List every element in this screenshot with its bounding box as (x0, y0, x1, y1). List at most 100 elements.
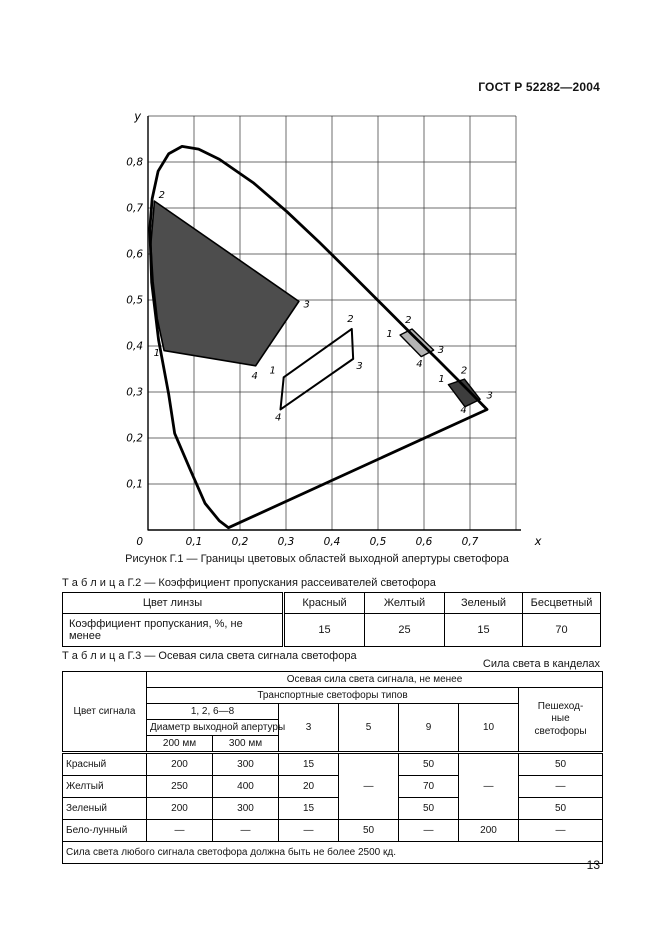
g3-row-yellow: Желтый 250 400 20 70 — (62, 775, 604, 798)
g3-row-white-lunar: Бело-лунный — — — 50 — 200 — (62, 819, 604, 842)
g3-row-red: Красный 200 300 15 — 50 — 50 (62, 751, 604, 820)
page-number: 13 (586, 858, 600, 872)
g3-header-signal-color: Цвет сигнала (62, 671, 147, 753)
g3-cell-label: Зеленый (62, 797, 147, 820)
x-tick-label: 0,2 (232, 536, 249, 548)
y-tick-label: 0,6 (126, 249, 143, 261)
green-signal-region-vertex-label: 3 (303, 299, 309, 310)
g3-cell-d200: 200 (146, 751, 213, 776)
red-signal-region-vertex-label: 3 (487, 390, 493, 401)
red-signal-region (447, 378, 481, 408)
g3-cell-t5: 50 (338, 819, 399, 842)
g3-cell-pedestrian: 50 (517, 751, 604, 776)
table-g3-title: Т а б л и ц а Г.3 — Осевая сила света си… (62, 650, 357, 662)
g2-header-yellow: Желтый (364, 592, 445, 614)
g3-header-types-1268: 1, 2, 6—8 (146, 703, 279, 720)
g3-cell-d300: 300 (212, 797, 279, 820)
yellow-signal-region-vertex-label: 3 (438, 345, 444, 356)
y-tick-label: 0,3 (126, 387, 143, 399)
x-tick-label: 0,4 (324, 536, 341, 548)
table-g3-unit-note: Сила света в канделах (482, 658, 600, 670)
g2-value-colorless: 70 (522, 613, 601, 647)
y-tick-label: 0,8 (126, 157, 143, 169)
g3-cell-t3: 15 (278, 751, 339, 776)
g3-cell-d300: 300 (212, 751, 279, 776)
g3-cell-t9: 50 (398, 751, 459, 776)
g3-cell-t9: 70 (398, 775, 459, 798)
g3-header-type-5: 5 (338, 703, 399, 753)
g3-cell-label: Красный (62, 751, 147, 776)
green-signal-region-vertex-label: 4 (252, 371, 258, 382)
g3-cell-pedestrian: — (517, 775, 604, 798)
white-lunar-signal-region-vertex-label: 4 (275, 413, 281, 424)
g3-cell-t3: 20 (278, 775, 339, 798)
x-tick-label: 0,6 (416, 536, 433, 548)
table-g2-data-row: Коэффициент пропускания, %, не менее 15 … (62, 613, 601, 647)
green-signal-region-vertex-label: 1 (154, 348, 160, 359)
g3-cell-t3: — (278, 819, 339, 842)
red-signal-region-vertex-label: 4 (460, 405, 466, 416)
table-g2-header-row: Цвет линзы Красный Желтый Зеленый Бесцве… (62, 592, 601, 614)
g3-cell-label: Желтый (62, 775, 147, 798)
g2-header-colorless: Бесцветный (522, 592, 601, 614)
g3-cell-t9: — (398, 819, 459, 842)
g3-header-row-2: Транспортные светофоры типов Пешеход- ны… (63, 687, 604, 753)
yellow-signal-region-vertex-label: 1 (386, 329, 392, 340)
origin-tick-label: 0 (136, 536, 143, 548)
y-axis-label: y (133, 109, 141, 123)
g3-cell-d200: — (146, 819, 213, 842)
x-axis-label: x (534, 534, 542, 548)
x-tick-label: 0,3 (278, 536, 295, 548)
g3-cell-t3: 15 (278, 797, 339, 820)
g3-cell-d300: 400 (212, 775, 279, 798)
white-lunar-signal-region-vertex-label: 2 (347, 314, 353, 325)
g3-header-type-3: 3 (278, 703, 339, 753)
g3-header-row-3: 1, 2, 6—8 3 5 9 10 (63, 703, 603, 753)
g3-header-type-10: 10 (458, 703, 519, 753)
g3-header-aperture: Диаметр выходной апертуры (146, 719, 285, 736)
g2-header-red: Красный (283, 592, 365, 614)
figure-g1: 1 2 3 4 1 2 3 4 1 2 3 4 1 2 3 4 0,1 0,2 0,3 0,4 0,5 0,6 0,7 0,1… (114, 104, 560, 563)
g3-cell-d200: 250 (146, 775, 213, 798)
g2-value-yellow: 25 (364, 613, 445, 647)
g3-header-d300: 300 мм (212, 735, 279, 753)
g3-row-green: Зеленый 200 300 15 50 50 (62, 797, 604, 820)
g3-cell-d200: 200 (146, 797, 213, 820)
document-code: ГОСТ Р 52282—2004 (478, 80, 600, 94)
g2-value-green: 15 (444, 613, 523, 647)
g3-cell-pedestrian: — (517, 819, 604, 842)
g3-header-row-1: Цвет сигнала Осевая сила света сигнала, … (62, 671, 604, 753)
g2-row-label: Коэффициент пропускания, %, не менее (62, 613, 285, 647)
g3-cell-d300: — (212, 819, 279, 842)
white-lunar-signal-region-vertex-label: 3 (356, 361, 362, 372)
g2-value-red: 15 (283, 613, 365, 647)
g3-cell-t10: 200 (458, 819, 519, 842)
white-lunar-signal-region (279, 327, 355, 411)
red-signal-region-vertex-label: 2 (461, 366, 467, 377)
y-tick-label: 0,1 (126, 479, 143, 491)
g2-header-lens-color: Цвет линзы (62, 592, 285, 614)
g3-header-pedestrian: Пешеход- ные светофоры (517, 687, 604, 753)
table-g2: Цвет линзы Красный Желтый Зеленый Бесцве… (62, 592, 601, 647)
g3-header-transport: Транспортные светофоры типов (146, 687, 519, 704)
g3-header-d200: 200 мм (146, 735, 213, 753)
g3-cell-t9: 50 (398, 797, 459, 820)
table-g2-title: Т а б л и ц а Г.2 — Коэффициент пропуска… (62, 577, 436, 589)
x-tick-label: 0,1 (186, 536, 203, 548)
red-signal-region-vertex-label: 1 (438, 374, 444, 385)
g3-cell-pedestrian: 50 (517, 797, 604, 820)
y-tick-label: 0,4 (126, 341, 143, 353)
g3-cell-t10-merged: — (458, 751, 519, 820)
yellow-signal-region-vertex-label: 2 (405, 315, 411, 326)
spectral-locus (148, 144, 489, 530)
g2-header-green: Зеленый (444, 592, 523, 614)
y-tick-label: 0,2 (126, 433, 143, 445)
g3-footnote: Сила света любого сигнала светофора долж… (61, 841, 604, 864)
figure-caption: Рисунок Г.1 — Границы цветовых областей … (125, 553, 509, 565)
y-tick-label: 0,7 (126, 203, 143, 215)
table-g3: Цвет сигнала Осевая сила света сигнала, … (61, 671, 604, 864)
chromaticity-diagram: 1 2 3 4 1 2 3 4 1 2 3 4 1 2 3 4 0,1 0,2 0,3 0,4 0,5 0,6 0,7 0,1… (126, 109, 542, 548)
x-tick-label: 0,7 (462, 536, 479, 548)
g3-header-axial: Осевая сила света сигнала, не менее (145, 671, 604, 688)
